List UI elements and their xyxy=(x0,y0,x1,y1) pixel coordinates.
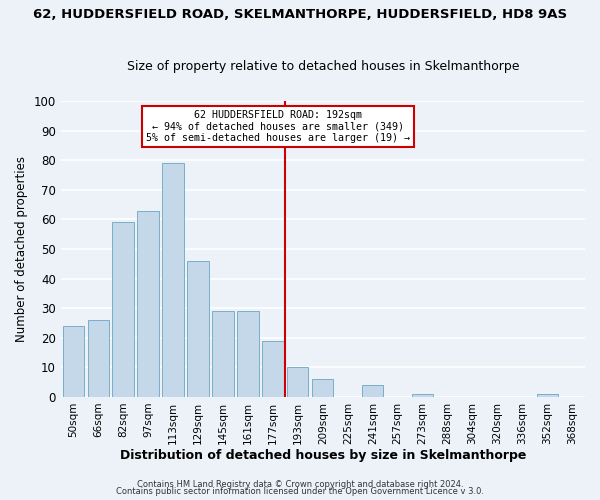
Text: 62, HUDDERSFIELD ROAD, SKELMANTHORPE, HUDDERSFIELD, HD8 9AS: 62, HUDDERSFIELD ROAD, SKELMANTHORPE, HU… xyxy=(33,8,567,20)
X-axis label: Distribution of detached houses by size in Skelmanthorpe: Distribution of detached houses by size … xyxy=(119,450,526,462)
Bar xyxy=(287,368,308,397)
Bar xyxy=(112,222,134,397)
Y-axis label: Number of detached properties: Number of detached properties xyxy=(15,156,28,342)
Bar xyxy=(88,320,109,397)
Bar xyxy=(238,311,259,397)
Bar xyxy=(187,261,209,397)
Title: Size of property relative to detached houses in Skelmanthorpe: Size of property relative to detached ho… xyxy=(127,60,519,74)
Bar xyxy=(537,394,558,397)
Bar xyxy=(312,379,334,397)
Text: Contains HM Land Registry data © Crown copyright and database right 2024.: Contains HM Land Registry data © Crown c… xyxy=(137,480,463,489)
Bar xyxy=(262,340,284,397)
Text: 62 HUDDERSFIELD ROAD: 192sqm
← 94% of detached houses are smaller (349)
5% of se: 62 HUDDERSFIELD ROAD: 192sqm ← 94% of de… xyxy=(146,110,410,143)
Bar xyxy=(412,394,433,397)
Bar xyxy=(212,311,233,397)
Bar xyxy=(362,385,383,397)
Bar xyxy=(62,326,84,397)
Bar xyxy=(137,210,158,397)
Text: Contains public sector information licensed under the Open Government Licence v : Contains public sector information licen… xyxy=(116,487,484,496)
Bar xyxy=(163,163,184,397)
